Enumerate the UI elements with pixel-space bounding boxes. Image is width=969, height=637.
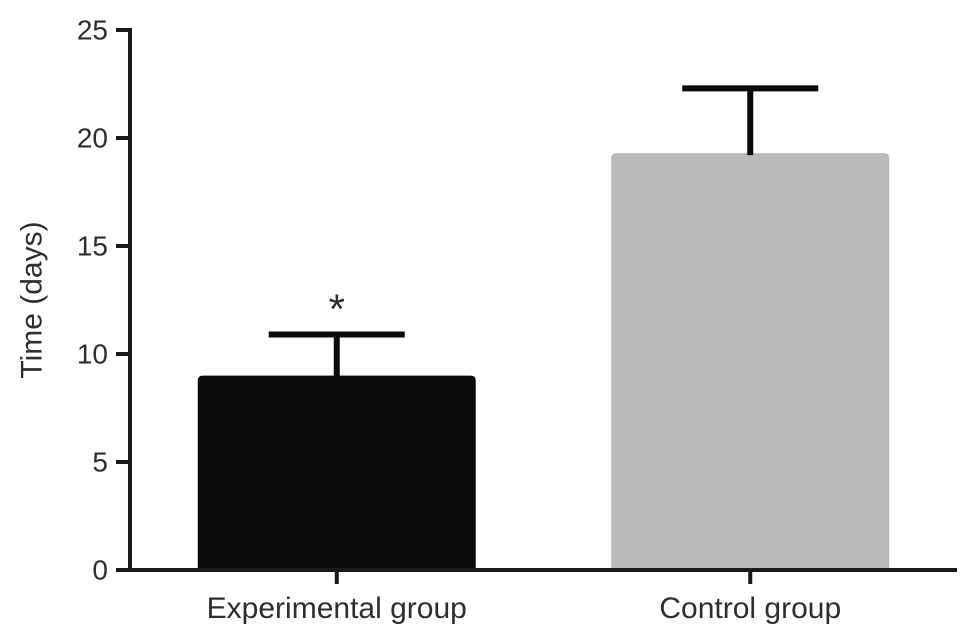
x-category-label-control-group: Control group bbox=[659, 592, 841, 625]
y-tick-label-5: 5 bbox=[92, 447, 108, 478]
bar-experimental-group bbox=[197, 375, 476, 570]
x-category-label-experimental-group: Experimental group bbox=[207, 592, 467, 625]
bar-control-group bbox=[611, 153, 890, 570]
y-axis-title: Time (days) bbox=[16, 221, 49, 378]
y-tick-label-15: 15 bbox=[77, 231, 108, 262]
y-tick-label-20: 20 bbox=[77, 123, 108, 154]
y-tick-label-10: 10 bbox=[77, 339, 108, 370]
y-tick-label-25: 25 bbox=[77, 15, 108, 46]
significance-asterisk: * bbox=[329, 285, 345, 332]
y-tick-label-0: 0 bbox=[92, 555, 108, 586]
